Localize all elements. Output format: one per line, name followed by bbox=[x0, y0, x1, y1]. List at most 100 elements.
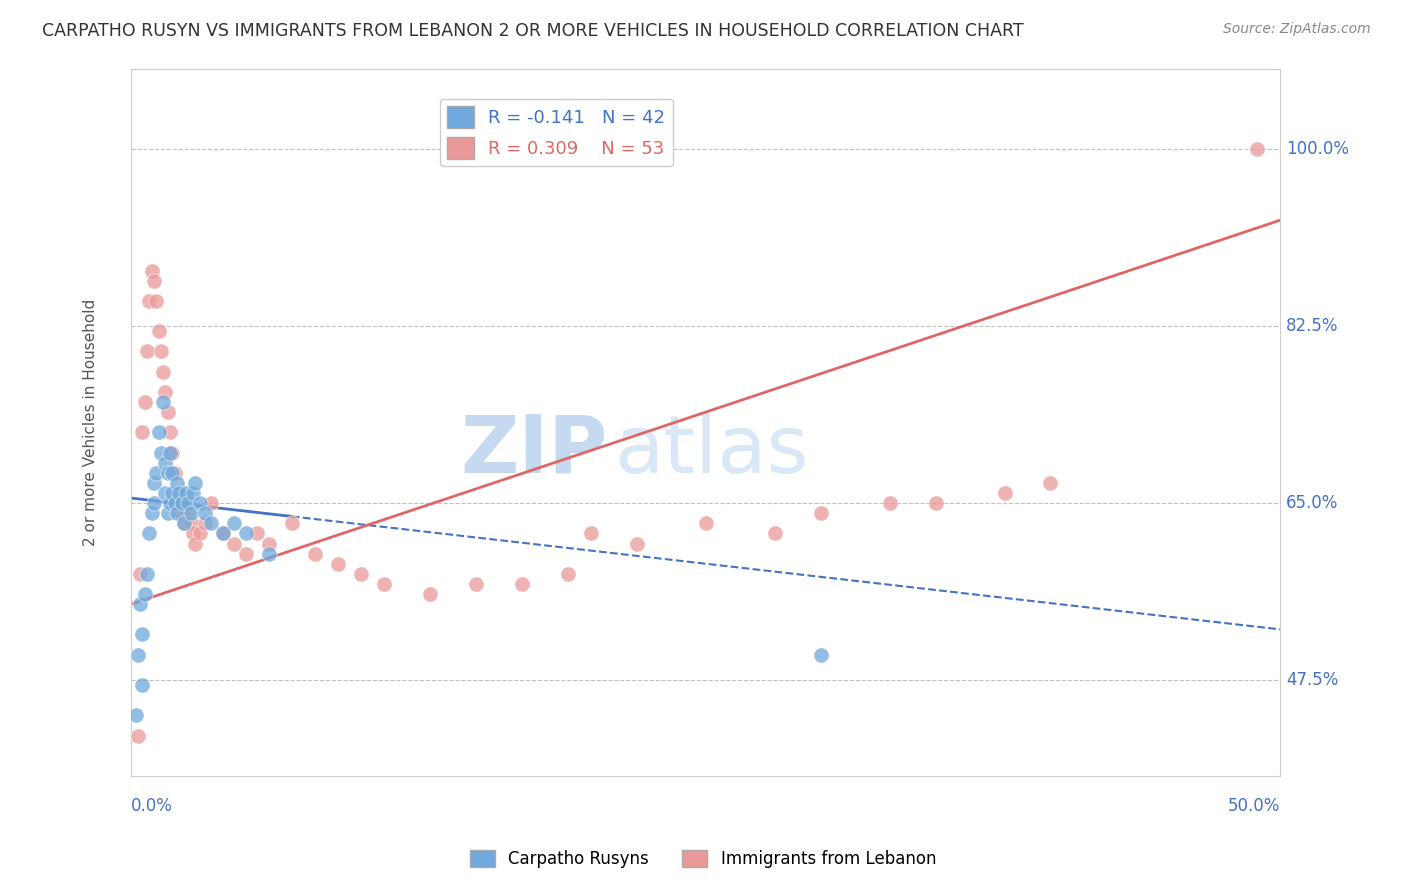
Point bbox=[155, 384, 177, 399]
Point bbox=[129, 566, 152, 581]
Point bbox=[162, 466, 184, 480]
Point bbox=[131, 425, 153, 440]
Point bbox=[180, 506, 202, 520]
Point bbox=[180, 516, 202, 531]
Legend: Carpatho Rusyns, Immigrants from Lebanon: Carpatho Rusyns, Immigrants from Lebanon bbox=[463, 843, 943, 875]
Point bbox=[155, 456, 177, 470]
Point bbox=[224, 516, 246, 531]
Text: 47.5%: 47.5% bbox=[1286, 671, 1339, 689]
Point bbox=[138, 293, 160, 308]
Point bbox=[148, 425, 170, 440]
Point bbox=[138, 526, 160, 541]
Point bbox=[212, 526, 235, 541]
Point bbox=[149, 445, 172, 459]
Point bbox=[167, 486, 190, 500]
Text: 100.0%: 100.0% bbox=[1286, 140, 1350, 159]
Point bbox=[193, 506, 215, 520]
Point bbox=[148, 324, 170, 338]
Point bbox=[510, 577, 533, 591]
Point bbox=[579, 526, 602, 541]
Point bbox=[131, 627, 153, 641]
Point bbox=[281, 516, 304, 531]
Point bbox=[181, 486, 204, 500]
Point bbox=[810, 506, 832, 520]
Point bbox=[200, 516, 222, 531]
Point bbox=[200, 496, 222, 510]
Point bbox=[173, 516, 195, 531]
Point bbox=[257, 536, 280, 550]
Point bbox=[257, 547, 280, 561]
Point bbox=[181, 526, 204, 541]
Point bbox=[142, 475, 165, 490]
Point bbox=[924, 496, 946, 510]
Point bbox=[124, 708, 146, 723]
Point bbox=[142, 274, 165, 288]
Point bbox=[136, 344, 159, 359]
Point bbox=[155, 486, 177, 500]
Point bbox=[557, 566, 579, 581]
Point bbox=[141, 506, 163, 520]
Point bbox=[350, 566, 373, 581]
Legend: R = -0.141   N = 42, R = 0.309    N = 53: R = -0.141 N = 42, R = 0.309 N = 53 bbox=[440, 99, 672, 166]
Point bbox=[177, 496, 200, 510]
Point bbox=[167, 496, 190, 510]
Point bbox=[149, 344, 172, 359]
Point bbox=[159, 445, 181, 459]
Point bbox=[166, 486, 188, 500]
Point bbox=[879, 496, 901, 510]
Point bbox=[173, 516, 195, 531]
Text: CARPATHO RUSYN VS IMMIGRANTS FROM LEBANON 2 OR MORE VEHICLES IN HOUSEHOLD CORREL: CARPATHO RUSYN VS IMMIGRANTS FROM LEBANO… bbox=[42, 22, 1024, 40]
Point bbox=[163, 466, 186, 480]
Point bbox=[163, 496, 186, 510]
Point bbox=[184, 536, 207, 550]
Point bbox=[304, 547, 326, 561]
Point bbox=[246, 526, 269, 541]
Point bbox=[129, 597, 152, 611]
Point bbox=[170, 506, 193, 520]
Point bbox=[162, 445, 184, 459]
Point bbox=[212, 526, 235, 541]
Point bbox=[810, 648, 832, 662]
Text: atlas: atlas bbox=[613, 411, 808, 490]
Point bbox=[152, 395, 174, 409]
Point bbox=[141, 263, 163, 277]
Text: 82.5%: 82.5% bbox=[1286, 318, 1339, 335]
Point bbox=[134, 395, 156, 409]
Text: Source: ZipAtlas.com: Source: ZipAtlas.com bbox=[1223, 22, 1371, 37]
Point bbox=[159, 496, 181, 510]
Point bbox=[235, 547, 257, 561]
Point bbox=[166, 475, 188, 490]
Point bbox=[162, 486, 184, 500]
Point bbox=[695, 516, 717, 531]
Point bbox=[184, 475, 207, 490]
Point bbox=[419, 587, 441, 601]
Point bbox=[127, 729, 149, 743]
Point bbox=[170, 496, 193, 510]
Point bbox=[136, 566, 159, 581]
Text: 2 or more Vehicles in Household: 2 or more Vehicles in Household bbox=[83, 299, 98, 546]
Point bbox=[224, 536, 246, 550]
Point bbox=[142, 496, 165, 510]
Point bbox=[152, 365, 174, 379]
Text: ZIP: ZIP bbox=[461, 411, 607, 490]
Point bbox=[145, 293, 167, 308]
Point bbox=[993, 486, 1015, 500]
Point bbox=[193, 516, 215, 531]
Point bbox=[188, 496, 211, 510]
Point bbox=[166, 506, 188, 520]
Point bbox=[763, 526, 786, 541]
Text: 65.0%: 65.0% bbox=[1286, 494, 1339, 512]
Point bbox=[235, 526, 257, 541]
Point bbox=[127, 648, 149, 662]
Text: 0.0%: 0.0% bbox=[131, 797, 173, 815]
Point bbox=[174, 496, 197, 510]
Point bbox=[464, 577, 486, 591]
Point bbox=[326, 557, 349, 571]
Point bbox=[159, 425, 181, 440]
Point bbox=[145, 466, 167, 480]
Point bbox=[134, 587, 156, 601]
Point bbox=[177, 506, 200, 520]
Point bbox=[131, 678, 153, 692]
Point bbox=[174, 486, 197, 500]
Text: 50.0%: 50.0% bbox=[1227, 797, 1281, 815]
